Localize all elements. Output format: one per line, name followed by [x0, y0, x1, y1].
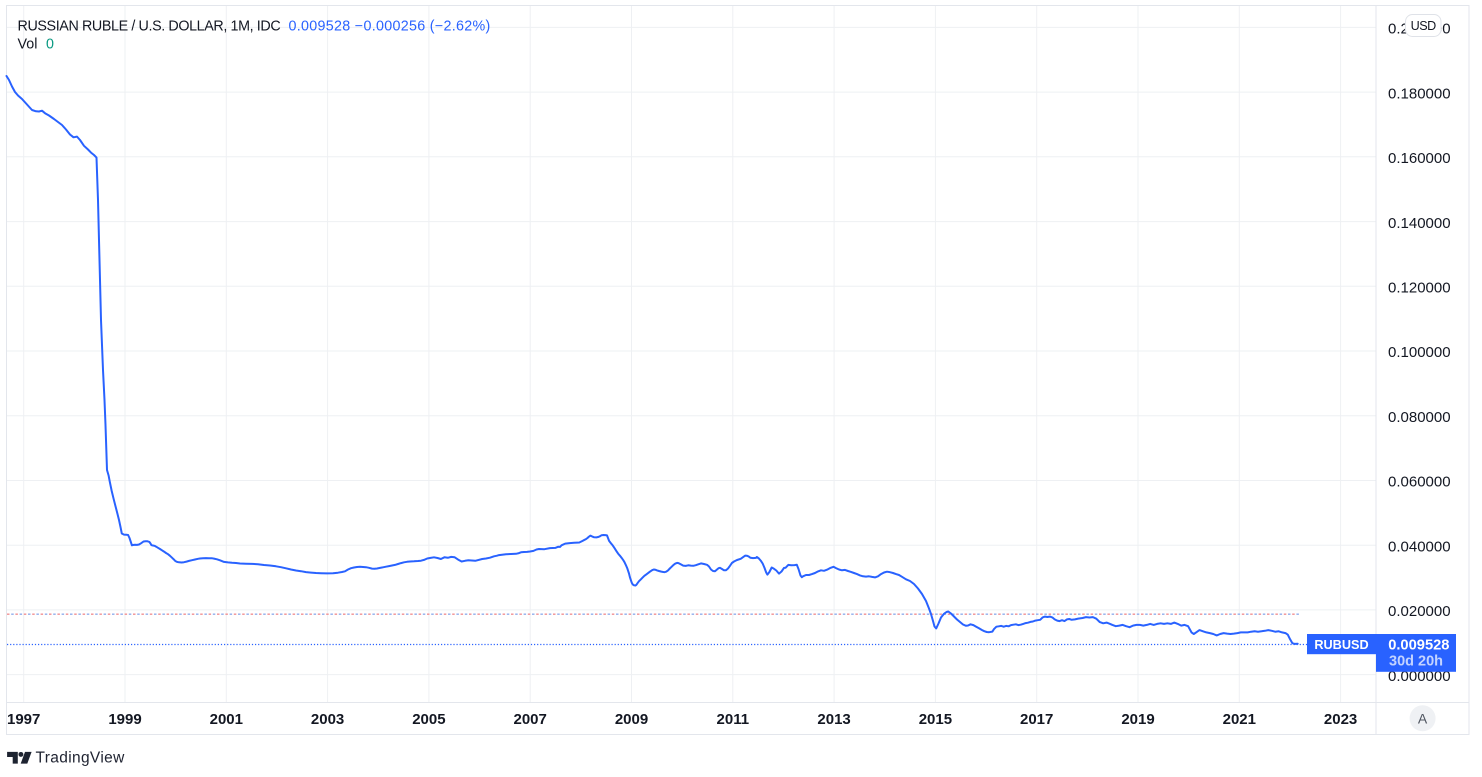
svg-text:RUBUSD: RUBUSD	[1314, 638, 1368, 652]
svg-text:2021: 2021	[1223, 711, 1256, 728]
svg-text:USD: USD	[1411, 19, 1436, 33]
svg-text:A: A	[1418, 710, 1428, 726]
svg-text:0.040000: 0.040000	[1388, 538, 1451, 555]
svg-text:0.060000: 0.060000	[1388, 474, 1451, 491]
svg-text:2009: 2009	[615, 711, 648, 728]
svg-text:30d 20h: 30d 20h	[1389, 654, 1443, 670]
svg-text:0.000000: 0.000000	[1388, 668, 1451, 685]
svg-text:2023: 2023	[1324, 711, 1357, 728]
svg-text:1999: 1999	[108, 711, 141, 728]
svg-text:2013: 2013	[817, 711, 850, 728]
svg-text:0: 0	[46, 37, 54, 53]
svg-text:2019: 2019	[1121, 711, 1154, 728]
svg-text:0.009528 −0.000256 (−2.62%): 0.009528 −0.000256 (−2.62%)	[289, 19, 491, 35]
svg-text:2003: 2003	[311, 711, 344, 728]
svg-text:0.140000: 0.140000	[1388, 215, 1451, 232]
svg-text:2005: 2005	[412, 711, 445, 728]
svg-text:1997: 1997	[7, 711, 40, 728]
svg-text:0.100000: 0.100000	[1388, 344, 1451, 361]
svg-text:2015: 2015	[919, 711, 952, 728]
svg-text:RUSSIAN RUBLE / U.S. DOLLAR, 1: RUSSIAN RUBLE / U.S. DOLLAR, 1M, IDC	[18, 19, 281, 35]
svg-text:2011: 2011	[717, 711, 750, 728]
svg-text:0.120000: 0.120000	[1388, 280, 1451, 297]
svg-text:2001: 2001	[210, 711, 243, 728]
svg-text:Vol: Vol	[18, 37, 38, 53]
svg-text:TradingView: TradingView	[36, 750, 126, 767]
svg-text:0.180000: 0.180000	[1388, 85, 1451, 102]
svg-text:0.020000: 0.020000	[1388, 603, 1451, 620]
svg-text:0.160000: 0.160000	[1388, 150, 1451, 167]
svg-text:0.009528: 0.009528	[1388, 637, 1449, 653]
svg-text:2017: 2017	[1020, 711, 1053, 728]
svg-text:0.080000: 0.080000	[1388, 409, 1451, 426]
svg-text:2007: 2007	[514, 711, 547, 728]
